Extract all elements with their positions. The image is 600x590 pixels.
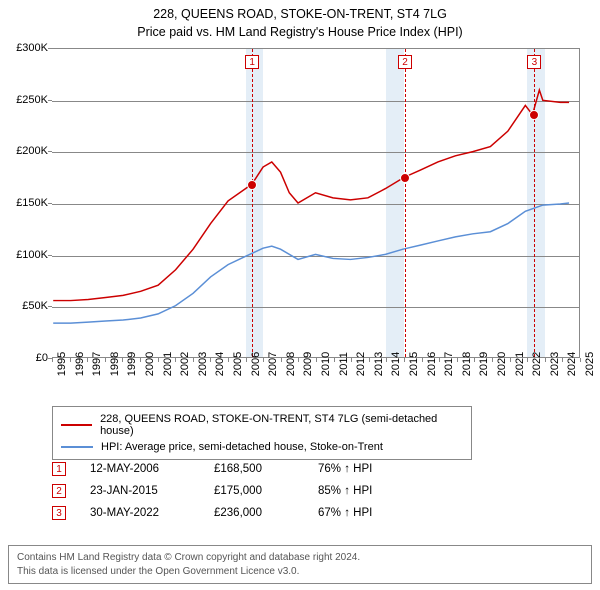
sales-table: 1 12-MAY-2006 £168,500 76% ↑ HPI 2 23-JA…	[52, 458, 408, 524]
x-tick-label: 2014	[390, 352, 402, 376]
y-tick-label: £250K	[16, 94, 48, 106]
x-tick-label: 1996	[74, 352, 86, 376]
sale-row: 3 30-MAY-2022 £236,000 67% ↑ HPI	[52, 502, 408, 524]
footer-line1: Contains HM Land Registry data © Crown c…	[17, 551, 583, 565]
x-tick-label: 2011	[338, 352, 350, 376]
series-hpi	[53, 203, 569, 323]
x-tick-label: 2016	[426, 352, 438, 376]
x-tick-label: 2021	[514, 352, 526, 376]
legend-swatch	[61, 446, 93, 448]
sale-vline	[534, 49, 535, 357]
y-axis: £0£50K£100K£150K£200K£250K£300K	[0, 48, 52, 358]
title-block: 228, QUEENS ROAD, STOKE-ON-TRENT, ST4 7L…	[0, 0, 600, 41]
y-tick-label: £50K	[22, 300, 48, 312]
x-tick-label: 1995	[56, 352, 68, 376]
sale-vline	[405, 49, 406, 357]
y-tick-label: £150K	[16, 197, 48, 209]
x-tick-label: 2015	[408, 352, 420, 376]
y-tick-label: £0	[36, 352, 48, 364]
x-axis: 1995199619971998199920002001200220032004…	[52, 358, 580, 402]
legend: 228, QUEENS ROAD, STOKE-ON-TRENT, ST4 7L…	[52, 406, 472, 460]
sale-marker-box: 3	[52, 506, 66, 520]
x-tick-label: 1999	[126, 352, 138, 376]
legend-item: 228, QUEENS ROAD, STOKE-ON-TRENT, ST4 7L…	[61, 411, 463, 439]
title-line1: 228, QUEENS ROAD, STOKE-ON-TRENT, ST4 7L…	[0, 6, 600, 24]
sale-date: 23-JAN-2015	[90, 485, 190, 497]
x-tick-label: 2003	[197, 352, 209, 376]
legend-item: HPI: Average price, semi-detached house,…	[61, 439, 463, 455]
sale-dot	[400, 173, 410, 183]
x-tick-label: 2010	[320, 352, 332, 376]
x-tick-label: 2009	[302, 352, 314, 376]
x-tick-label: 2008	[285, 352, 297, 376]
sale-date: 12-MAY-2006	[90, 463, 190, 475]
chart-marker-box: 3	[527, 55, 541, 69]
y-tick-label: £300K	[16, 42, 48, 54]
chart-marker-box: 1	[245, 55, 259, 69]
x-tick-label: 2005	[232, 352, 244, 376]
sale-pct: 76% ↑ HPI	[318, 463, 408, 475]
y-tick-label: £100K	[16, 249, 48, 261]
x-tick-label: 2020	[496, 352, 508, 376]
x-tick-label: 2023	[549, 352, 561, 376]
sale-date: 30-MAY-2022	[90, 507, 190, 519]
footer-line2: This data is licensed under the Open Gov…	[17, 565, 583, 579]
sale-marker-box: 1	[52, 462, 66, 476]
sale-row: 2 23-JAN-2015 £175,000 85% ↑ HPI	[52, 480, 408, 502]
x-tick-label: 2004	[214, 352, 226, 376]
legend-label: 228, QUEENS ROAD, STOKE-ON-TRENT, ST4 7L…	[100, 413, 463, 437]
x-tick-label: 2012	[355, 352, 367, 376]
sale-row: 1 12-MAY-2006 £168,500 76% ↑ HPI	[52, 458, 408, 480]
sale-dot	[529, 110, 539, 120]
legend-swatch	[61, 424, 92, 426]
x-tick-label: 1998	[109, 352, 121, 376]
chart-marker-box: 2	[398, 55, 412, 69]
x-tick-label: 2022	[531, 352, 543, 376]
x-tick-label: 2002	[179, 352, 191, 376]
x-tick-label: 2000	[144, 352, 156, 376]
chart-container: 228, QUEENS ROAD, STOKE-ON-TRENT, ST4 7L…	[0, 0, 600, 590]
x-tick-label: 2024	[566, 352, 578, 376]
x-tick-label: 1997	[91, 352, 103, 376]
x-tick-label: 2006	[250, 352, 262, 376]
x-tick-label: 2019	[478, 352, 490, 376]
x-tick-label: 2018	[461, 352, 473, 376]
sale-price: £168,500	[214, 463, 294, 475]
title-line2: Price paid vs. HM Land Registry's House …	[0, 24, 600, 42]
chart-svg	[52, 49, 579, 357]
x-tick-label: 2013	[373, 352, 385, 376]
y-tick-label: £200K	[16, 145, 48, 157]
legend-label: HPI: Average price, semi-detached house,…	[101, 441, 383, 453]
x-tick-label: 2025	[584, 352, 596, 376]
footer-attribution: Contains HM Land Registry data © Crown c…	[8, 545, 592, 584]
sale-pct: 67% ↑ HPI	[318, 507, 408, 519]
x-tick-label: 2001	[162, 352, 174, 376]
chart-plot-area: 1 2 3	[52, 48, 580, 358]
x-tick-label: 2007	[267, 352, 279, 376]
sale-dot	[247, 180, 257, 190]
x-tick-label: 2017	[443, 352, 455, 376]
sale-price: £236,000	[214, 507, 294, 519]
sale-marker-box: 2	[52, 484, 66, 498]
sale-price: £175,000	[214, 485, 294, 497]
series-price_paid	[53, 90, 569, 301]
sale-vline	[252, 49, 253, 357]
sale-pct: 85% ↑ HPI	[318, 485, 408, 497]
